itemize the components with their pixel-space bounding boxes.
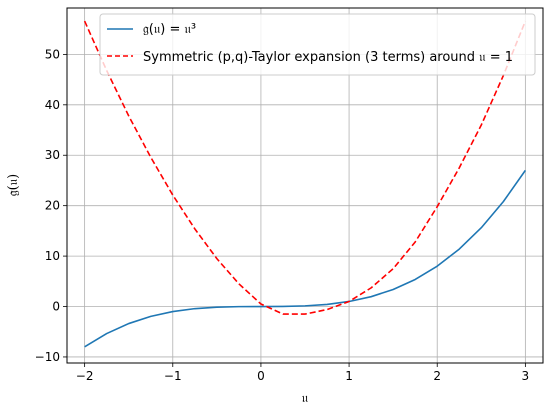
- legend-label-cubic: 𝔤(𝔲) = 𝔲³: [143, 22, 196, 37]
- y-tick-label: −10: [35, 350, 60, 364]
- y-tick-label: 0: [52, 300, 60, 314]
- y-tick-label: 50: [45, 47, 60, 61]
- y-tick-label: 20: [45, 199, 60, 213]
- x-tick-label: −1: [164, 369, 182, 383]
- x-tick-label: −2: [76, 369, 94, 383]
- y-axis-label: 𝔤(𝔲): [6, 174, 21, 196]
- legend-box: [99, 13, 536, 76]
- series-line-taylor: [83, 20, 527, 315]
- x-tick-label: 0: [257, 369, 265, 383]
- legend: 𝔤(𝔲) = 𝔲³ Symmetric (p,q)-Taylor expansi…: [99, 13, 536, 76]
- plot-frame: [66, 7, 544, 364]
- legend-label-taylor: Symmetric (p,q)-Taylor expansion (3 term…: [143, 50, 513, 65]
- x-axis-label: 𝔲: [302, 391, 309, 406]
- series-line-cubic: [84, 169, 527, 348]
- y-tick-label: 40: [45, 98, 60, 112]
- y-tick-label: 30: [45, 148, 60, 162]
- x-tick-label: 3: [522, 369, 530, 383]
- y-tick-label: 10: [45, 249, 60, 263]
- x-tick-label: 2: [433, 369, 441, 383]
- series-layer: [83, 20, 527, 348]
- x-tick-label: 1: [345, 369, 353, 383]
